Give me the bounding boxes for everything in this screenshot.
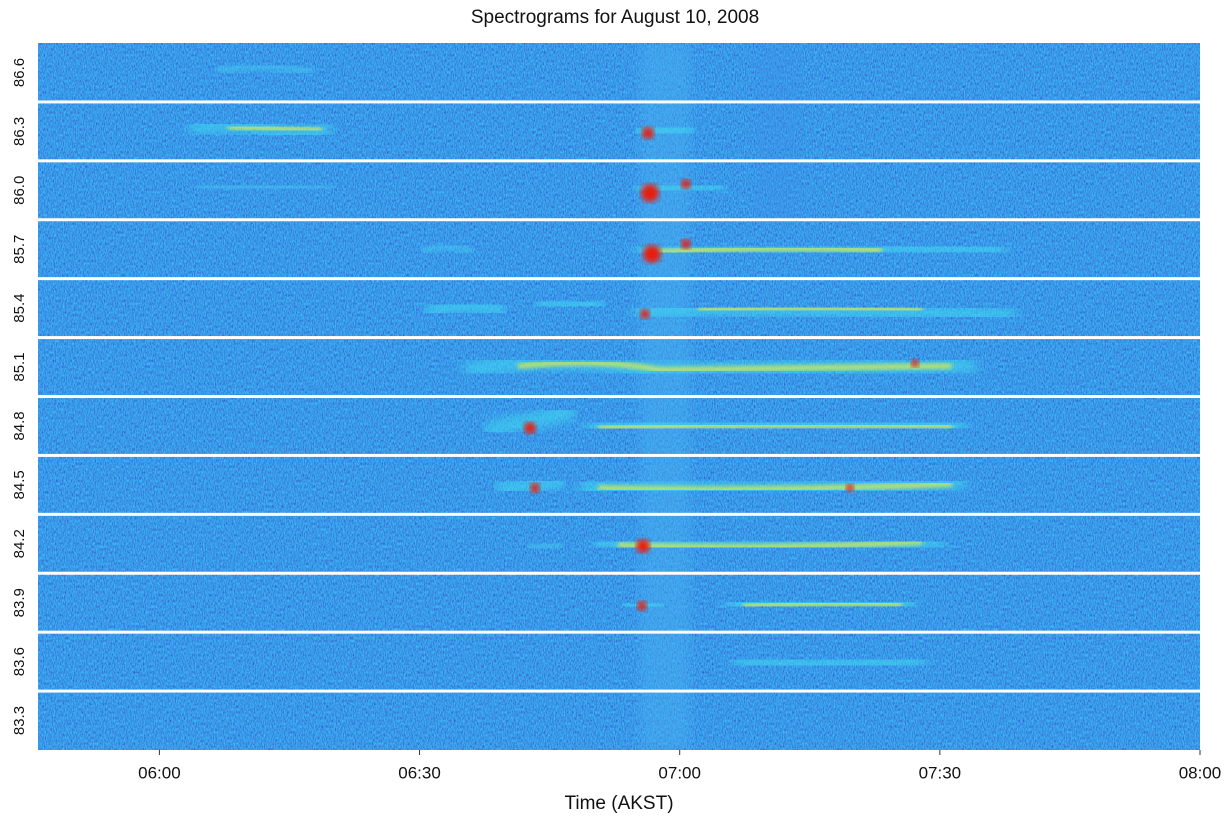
- x-axis-label: Time (AKST): [564, 793, 673, 814]
- row-label: 83.3: [11, 706, 28, 735]
- x-tick-label: 06:00: [138, 763, 181, 782]
- row-label: 84.2: [11, 529, 28, 558]
- row-label: 86.3: [11, 117, 28, 146]
- x-tick-label: 06:30: [398, 763, 441, 782]
- row-label: 83.9: [11, 588, 28, 617]
- row-label: 86.0: [11, 176, 28, 205]
- row-separator: [38, 630, 1200, 634]
- x-tick-label: 07:00: [658, 763, 701, 782]
- row-label: 84.8: [11, 411, 28, 440]
- row-label: 85.1: [11, 352, 28, 381]
- row-label: 85.7: [11, 235, 28, 264]
- row-separator: [38, 571, 1200, 575]
- row-separator: [38, 512, 1200, 516]
- row-separator: [38, 159, 1200, 163]
- row-separator: [38, 277, 1200, 281]
- row-separator: [38, 100, 1200, 104]
- chart-title: Spectrograms for August 10, 2008: [471, 7, 759, 28]
- x-tick-label: 08:00: [1179, 763, 1222, 782]
- row-label: 84.5: [11, 470, 28, 499]
- row-separator: [38, 395, 1200, 398]
- row-label: 85.4: [11, 294, 28, 323]
- row-separator: [38, 336, 1200, 340]
- row-separator: [38, 453, 1200, 457]
- row-label: 83.6: [11, 647, 28, 676]
- row-separator: [38, 218, 1200, 222]
- row-label: 86.6: [11, 58, 28, 87]
- row-separator: [38, 689, 1200, 693]
- x-tick-label: 07:30: [919, 763, 962, 782]
